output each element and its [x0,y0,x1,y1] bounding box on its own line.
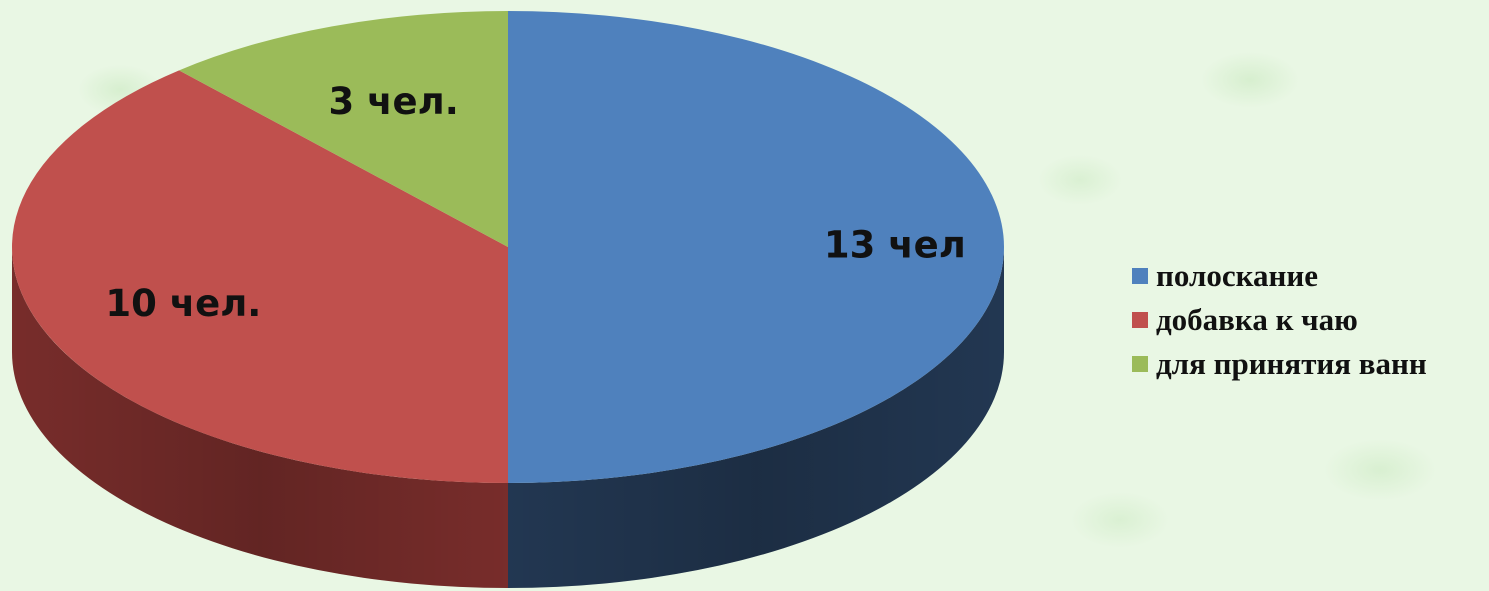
pie-slice-2 [179,11,508,247]
legend-swatch-0 [1132,268,1148,284]
legend: полоскание добавка к чаю для принятия ва… [1132,254,1484,386]
legend-swatch-1 [1132,312,1148,328]
pie-side-shade-1 [12,247,508,588]
legend-label-0: полоскание [1156,258,1318,293]
legend-swatch-2 [1132,356,1148,372]
legend-label-2: для принятия ванн [1156,346,1427,381]
pie-tops [11,11,1004,483]
legend-item-1: добавка к чаю [1132,298,1484,342]
pie-slice-1 [11,70,509,483]
pie-slice-0 [508,11,1004,483]
pie-sides [12,247,1004,588]
legend-item-0: полоскание [1132,254,1484,298]
data-label-0: 13 чел [824,224,966,267]
pie-side-shade-0 [508,247,1004,588]
legend-item-2: для принятия ванн [1132,342,1484,386]
data-label-1: 10 чел. [105,282,261,325]
data-label-2: 3 чел. [329,80,459,123]
pie-data-labels: 13 чел 10 чел. 3 чел. [105,80,966,325]
legend-label-1: добавка к чаю [1156,302,1358,337]
